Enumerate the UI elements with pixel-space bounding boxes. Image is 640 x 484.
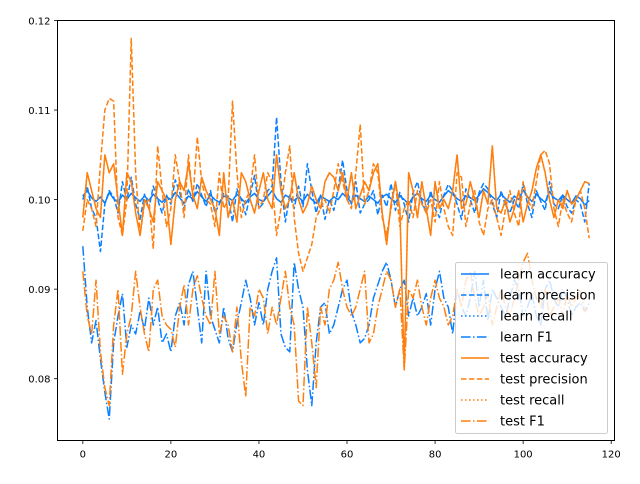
legend-box <box>455 262 608 434</box>
legend-item-test-f1: test F1 <box>461 415 545 430</box>
legend-item-test-recall: test recall <box>461 394 565 409</box>
x-tick-label: 100 <box>514 450 533 461</box>
x-tick-label: 40 <box>253 450 266 461</box>
legend-item-learn-f1: learn F1 <box>461 331 553 346</box>
series-line-learn-f1 <box>82 246 590 420</box>
legend-label: learn recall <box>500 310 572 325</box>
series-line-test-f1 <box>82 252 590 407</box>
y-axis: 0.08 0.09 0.10 0.11 0.12 <box>28 16 58 386</box>
plot-frame <box>57 20 615 441</box>
legend-label: learn accuracy <box>500 268 596 283</box>
legend-item-learn-recall: learn recall <box>461 310 572 325</box>
legend: learn accuracy learn precision learn recal… <box>455 262 608 434</box>
x-tick-label: 0 <box>80 450 86 461</box>
legend-label: test F1 <box>500 415 545 430</box>
x-tick-label: 80 <box>429 450 442 461</box>
y-tick-label: 0.08 <box>28 375 50 386</box>
legend-item-learn-accuracy: learn accuracy <box>461 268 596 283</box>
legend-label: test recall <box>500 394 565 409</box>
x-tick-label: 120 <box>602 450 621 461</box>
series-lines <box>82 37 590 420</box>
y-tick-label: 0.09 <box>28 285 50 296</box>
x-tick-label: 60 <box>341 450 354 461</box>
x-axis: 0 20 40 60 80 100 120 <box>80 440 621 461</box>
legend-item-test-precision: test precision <box>461 373 588 388</box>
legend-label: test accuracy <box>500 352 588 367</box>
y-tick-label: 0.12 <box>28 16 50 27</box>
legend-label: test precision <box>500 373 588 388</box>
x-tick-label: 20 <box>165 450 178 461</box>
y-tick-label: 0.10 <box>28 195 50 206</box>
legend-label: learn F1 <box>500 331 553 346</box>
legend-item-learn-precision: learn precision <box>461 289 596 304</box>
y-tick-label: 0.11 <box>28 106 50 117</box>
legend-label: learn precision <box>500 289 596 304</box>
legend-item-test-accuracy: test accuracy <box>461 352 588 367</box>
series-line-test-precision <box>82 37 590 272</box>
series-line-test-recall <box>82 145 590 371</box>
